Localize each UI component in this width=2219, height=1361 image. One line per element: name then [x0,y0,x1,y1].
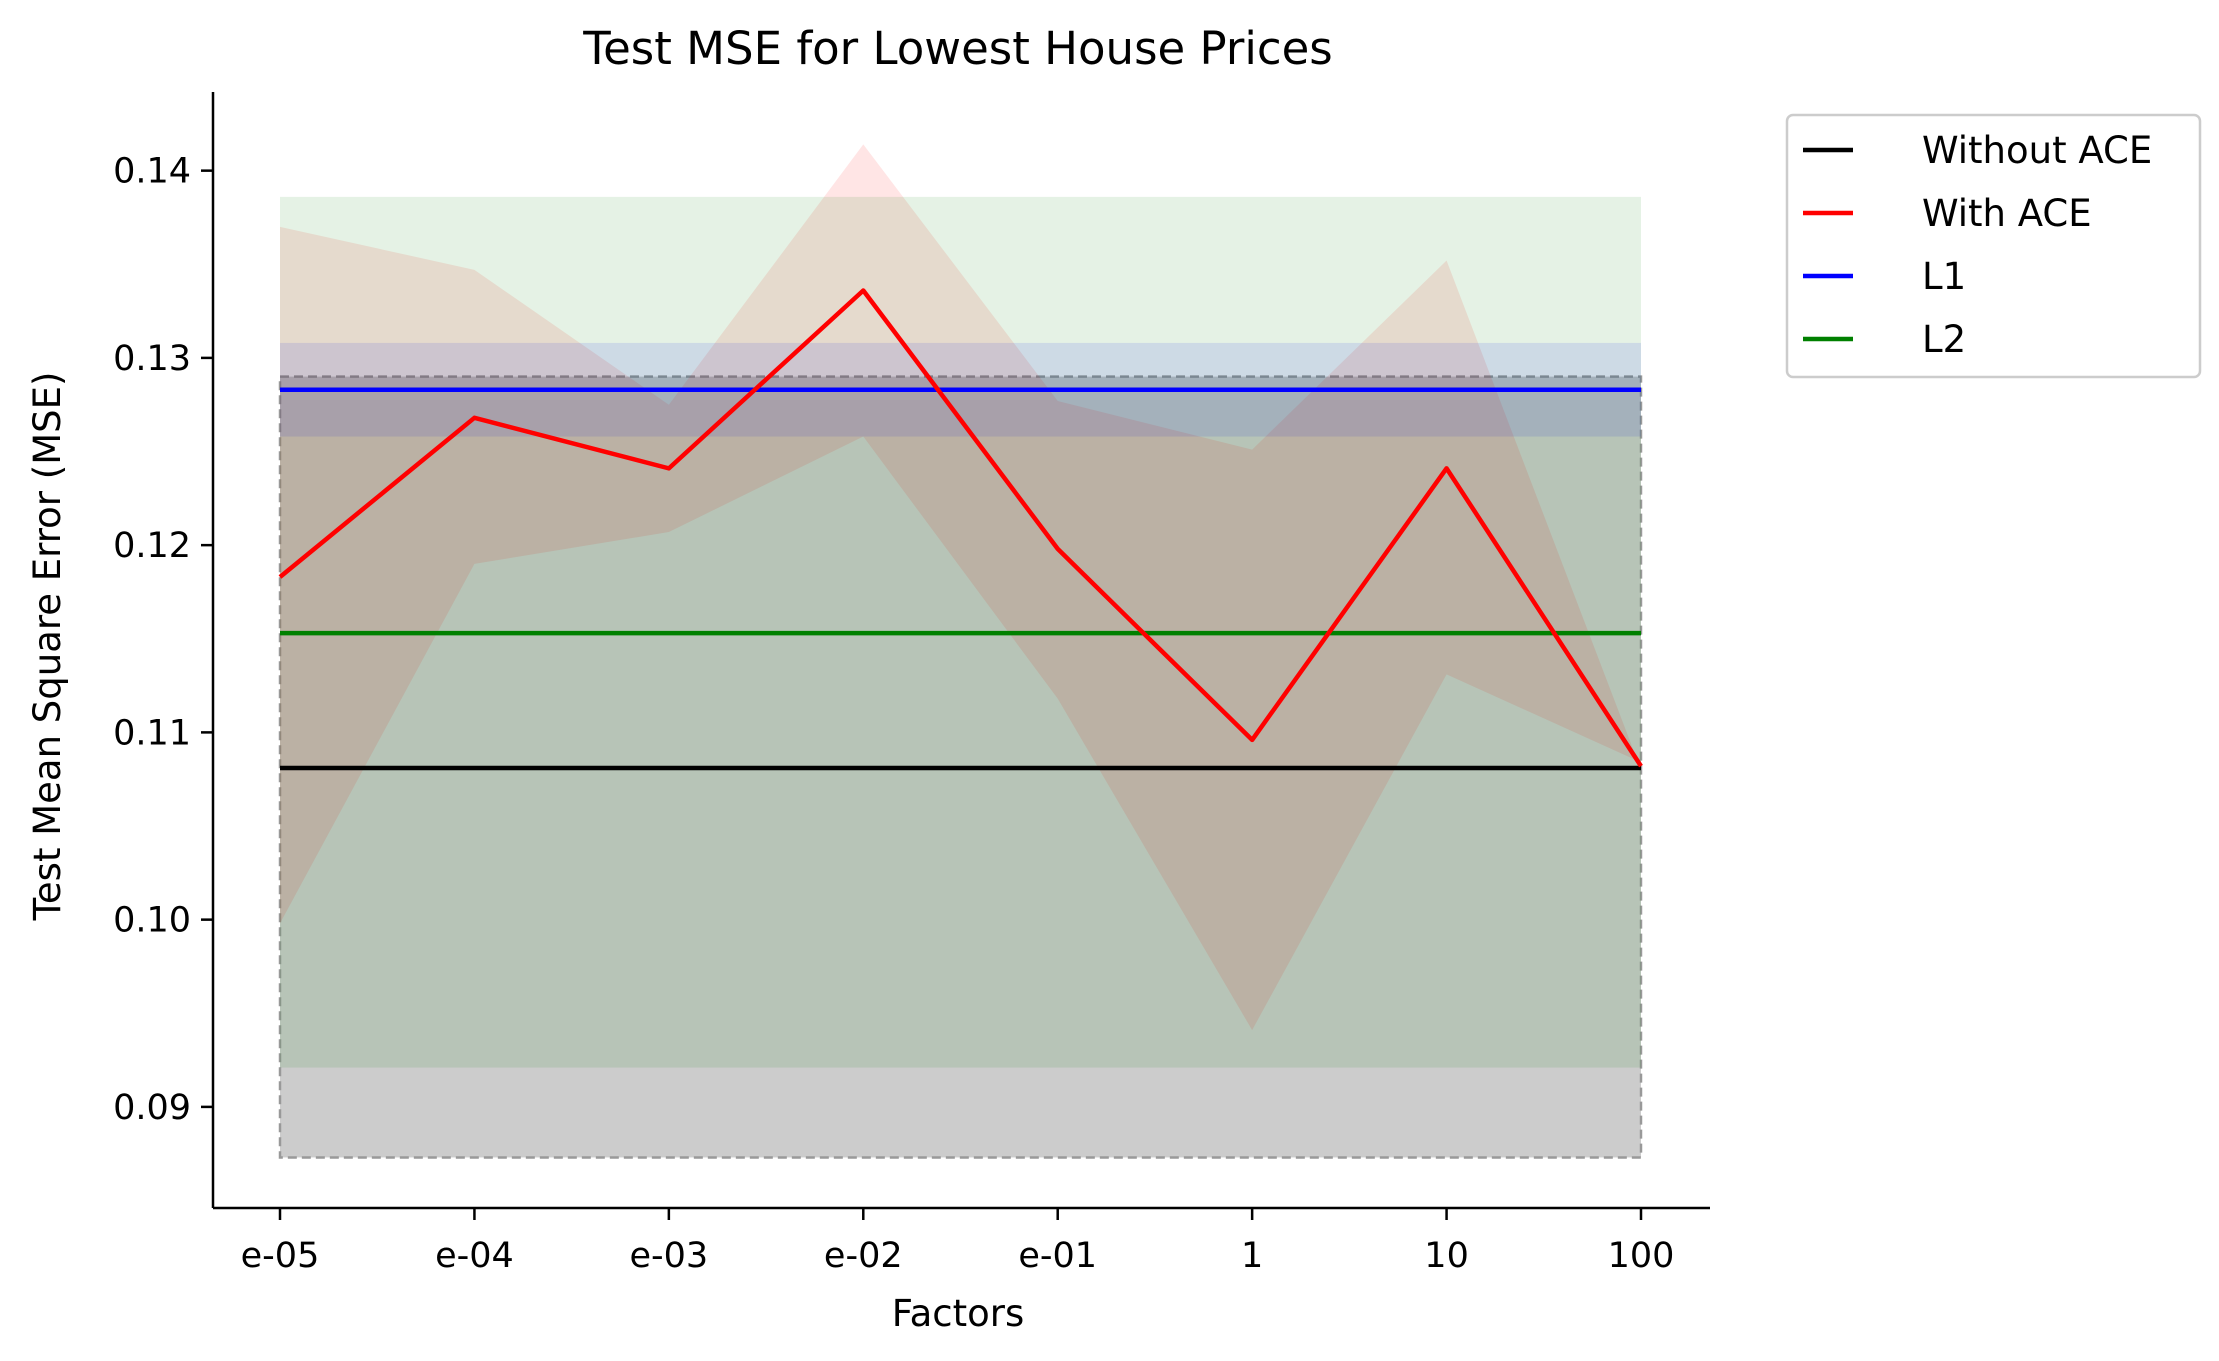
legend-label: L2 [1922,318,1966,361]
series-line-with-ace [278,288,1643,768]
legend: Without ACE With ACE L1 L2 [1785,113,2202,379]
x-tick-label: 10 [1424,1236,1469,1276]
legend-label: With ACE [1922,192,2092,235]
axes: 0.09 0.10 0.11 0.12 0.13 0.14 e-05 e-04 e-03 e-02… [113,92,1710,1276]
legend-box [1785,113,2202,379]
y-tick-label: 0.12 [113,526,191,566]
y-tick-label: 0.09 [113,1088,191,1128]
x-tick-label: e-02 [824,1236,903,1276]
x-tick-label: 100 [1608,1236,1675,1276]
legend-label: L1 [1922,255,1966,298]
x-tick-label: e-05 [241,1236,320,1276]
x-axis-title: Factors [892,1292,1025,1335]
band-with-ace [280,144,1641,1031]
x-tick-label: e-04 [435,1236,514,1276]
y-tick-label: 0.14 [113,152,191,192]
y-axis-title: Test Mean Square Error (MSE) [26,372,69,922]
chart-title: Test MSE for Lowest House Prices [582,22,1332,75]
series-lines [278,288,1643,771]
y-tick-label: 0.13 [113,339,191,379]
x-tick-label: e-01 [1018,1236,1097,1276]
legend-label: Without ACE [1922,129,2152,172]
x-tick-label: e-03 [630,1236,709,1276]
y-tick-label: 0.10 [113,901,191,941]
x-tick-label: 1 [1241,1236,1263,1276]
y-tick-label: 0.11 [113,713,191,753]
confidence-bands [278,144,1643,1159]
